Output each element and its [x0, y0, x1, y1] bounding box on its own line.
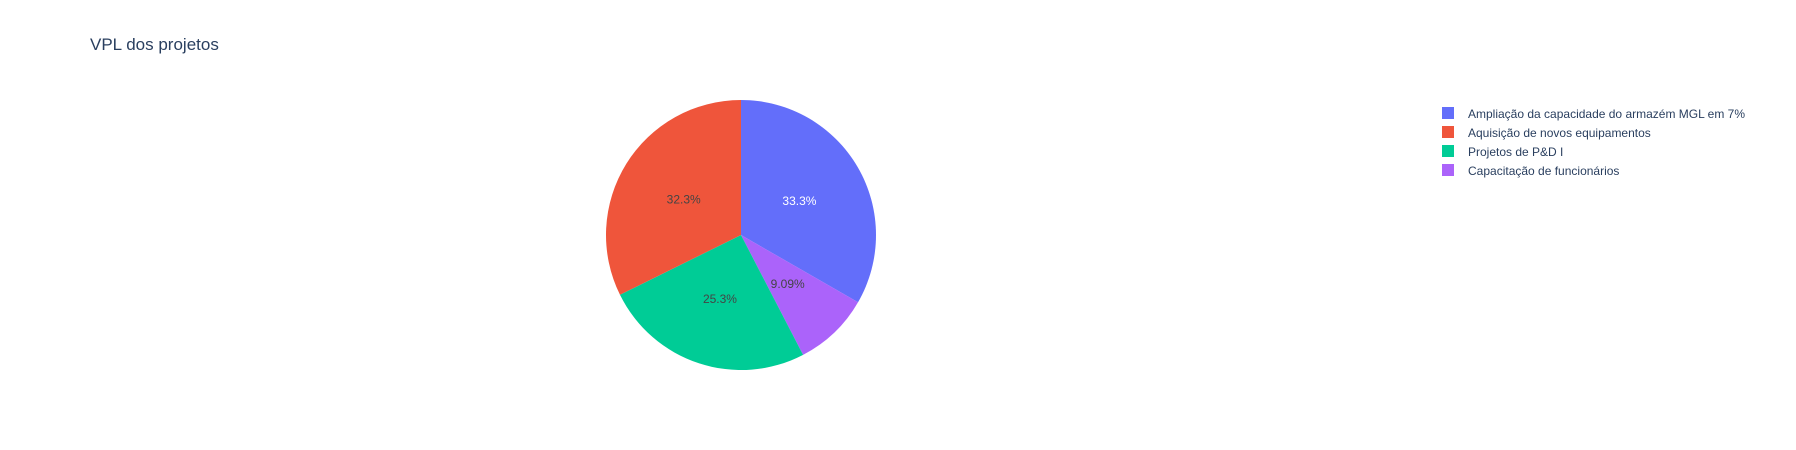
legend-item-capacitacao-de-funcionarios[interactable]: Capacitação de funcionários — [1442, 164, 1619, 178]
pie-slice-label-projetos-de-p-d-i: 25.3% — [703, 292, 737, 306]
legend-item-projetos-de-p-d-i[interactable]: Projetos de P&D I — [1442, 145, 1563, 159]
legend-swatch — [1442, 107, 1454, 119]
legend-item-ampliacao-da-capacidade-do-armazem-mgl-em-7[interactable]: Ampliação da capacidade do armazém MGL e… — [1442, 107, 1745, 121]
legend-swatch — [1442, 126, 1454, 138]
legend-swatch — [1442, 164, 1454, 176]
legend-label: Ampliação da capacidade do armazém MGL e… — [1468, 107, 1745, 121]
chart-title: VPL dos projetos — [90, 35, 219, 54]
legend-label: Projetos de P&D I — [1468, 145, 1563, 159]
legend-swatch — [1442, 145, 1454, 157]
pie-slice-projetos-de-p-d-i[interactable] — [619, 235, 804, 370]
legend-item-aquisicao-de-novos-equipamentos[interactable]: Aquisição de novos equipamentos — [1442, 126, 1651, 140]
pie-slice-label-capacitacao-de-funcionarios: 9.09% — [771, 277, 805, 291]
legend-label: Aquisição de novos equipamentos — [1468, 126, 1651, 140]
pie-slices — [605, 100, 876, 370]
pie-slice-ampliacao-da-capacidade-do-armazem-mgl-em-7[interactable] — [741, 100, 876, 303]
pie-slice-label-ampliacao-da-capacidade-do-armazem-mgl-em-7: 33.3% — [782, 194, 816, 208]
pie-slice-capacitacao-de-funcionarios[interactable] — [741, 235, 859, 355]
pie-slice-label-aquisicao-de-novos-equipamentos: 32.3% — [667, 192, 701, 206]
pie-slice-aquisicao-de-novos-equipamentos[interactable] — [605, 100, 741, 295]
pie-slice-labels: 33.3% 9.09% 25.3% 32.3% — [667, 192, 817, 306]
legend-label: Capacitação de funcionários — [1468, 164, 1619, 178]
legend: Ampliação da capacidade do armazém MGL e… — [1442, 107, 1745, 178]
